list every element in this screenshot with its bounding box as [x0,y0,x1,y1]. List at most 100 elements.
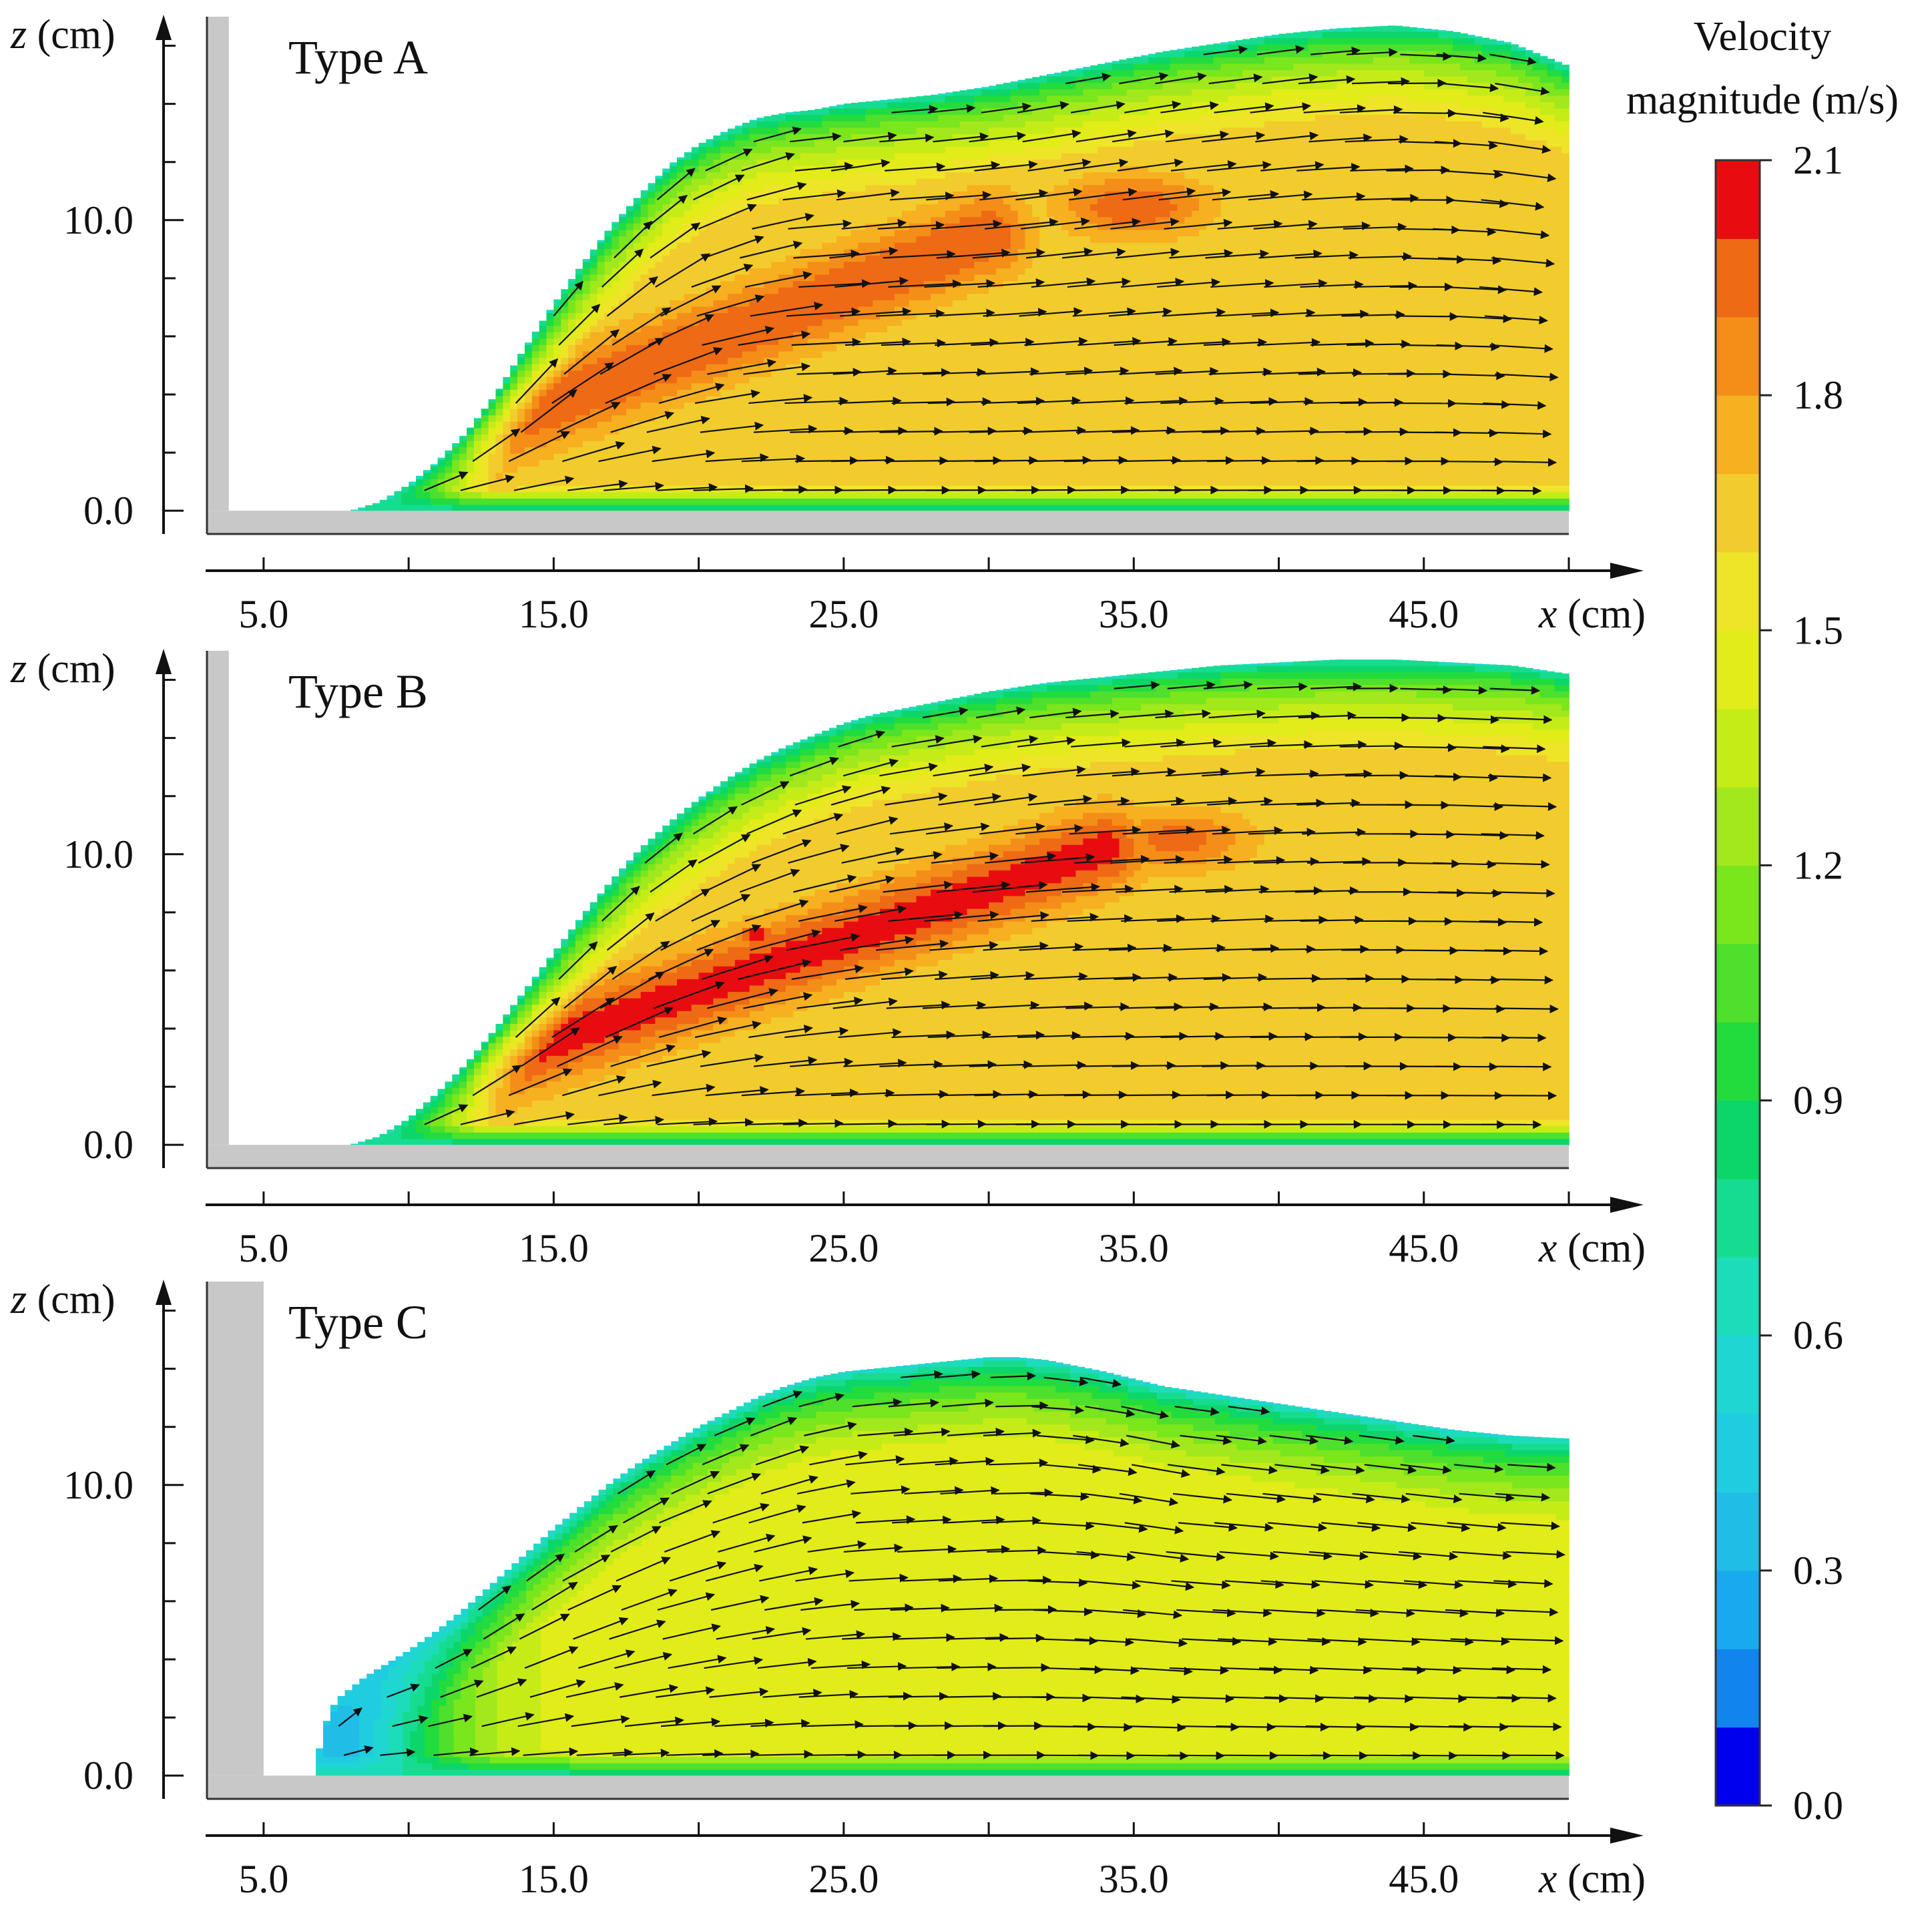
contour-cell [858,216,867,224]
contour-cell [1032,453,1040,461]
contour-cell [945,286,953,294]
contour-cell [894,472,903,480]
contour-cell [1053,318,1062,326]
contour-cell [894,408,903,416]
contour-cell [938,101,946,109]
contour-cell [589,447,598,454]
contour-cell [619,286,627,294]
contour-cell [409,504,417,511]
contour-cell [814,178,823,186]
contour-cell [720,382,728,390]
contour-cell [822,165,830,173]
contour-cell [546,504,555,511]
contour-cell [785,127,794,134]
contour-cell [778,357,786,364]
contour-cell [684,466,692,473]
contour-cell [1032,344,1040,352]
contour-cell [503,389,511,396]
contour-cell [734,140,743,147]
contour-cell [873,344,881,352]
contour-cell [909,485,917,493]
contour-cell [923,140,931,147]
contour-cell [1061,344,1069,352]
contour-cell [981,350,989,358]
contour-cell [612,286,620,294]
contour-cell [974,120,983,128]
contour-cell [1017,466,1026,473]
contour-cell [1068,466,1077,473]
contour-cell [626,344,634,352]
contour-cell [517,376,525,384]
contour-cell [995,363,1004,371]
contour-cell [415,491,424,499]
contour-cell [764,350,772,358]
contour-cell [995,453,1004,461]
contour-cell [778,255,786,262]
contour-cell [1032,146,1040,154]
contour-cell [909,236,917,243]
contour-cell [626,376,634,384]
contour-cell [901,242,910,250]
contour-cell [880,216,888,224]
contour-cell [887,338,895,345]
contour-cell [959,434,968,441]
contour-cell [1097,197,1106,205]
contour-cell [445,466,453,473]
contour-cell [952,159,961,166]
contour-cell [1068,447,1077,454]
contour-cell [792,447,801,454]
contour-cell [1053,184,1062,192]
contour-cell [1032,389,1040,396]
contour-cell [1090,498,1098,505]
contour-cell [1025,152,1033,160]
contour-cell [945,312,953,320]
contour-cell [640,331,649,339]
contour-cell [771,204,779,211]
contour-cell [945,184,953,192]
contour-cell [785,318,794,326]
contour-cell [836,268,844,275]
contour-cell [1010,491,1019,499]
contour-cell [887,382,895,390]
contour-cell [481,408,489,416]
contour-cell [873,479,881,486]
contour-cell [612,248,620,256]
contour-cell [597,280,606,288]
contour-cell [568,395,576,403]
contour-cell [1010,210,1019,218]
contour-cell [640,191,649,198]
contour-cell [1104,242,1113,250]
contour-cell [1097,338,1106,345]
contour-cell [807,152,816,160]
contour-cell [894,229,903,237]
contour-cell [974,178,983,186]
contour-cell [546,447,555,454]
contour-cell [488,427,497,435]
contour-cell [698,459,707,467]
contour-cell [713,376,721,384]
contour-cell [931,459,939,467]
contour-cell [995,389,1004,396]
contour-cell [901,389,910,396]
contour-cell [931,331,939,339]
contour-cell [510,466,518,473]
contour-cell [734,447,743,454]
contour-cell [945,376,953,384]
contour-cell [1097,107,1106,115]
contour-cell [720,447,728,454]
contour-cell [865,146,874,154]
contour-cell [916,408,925,416]
contour-cell [959,389,968,396]
contour-cell [771,382,779,390]
contour-cell [553,312,562,320]
contour-cell [467,485,475,493]
contour-cell [880,120,888,128]
contour-cell [612,485,620,493]
contour-cell [1061,152,1069,160]
contour-cell [1010,402,1019,409]
contour-cell [713,159,721,166]
contour-cell [887,242,895,250]
contour-cell [749,216,758,224]
contour-cell [728,255,736,262]
contour-cell [887,466,895,473]
